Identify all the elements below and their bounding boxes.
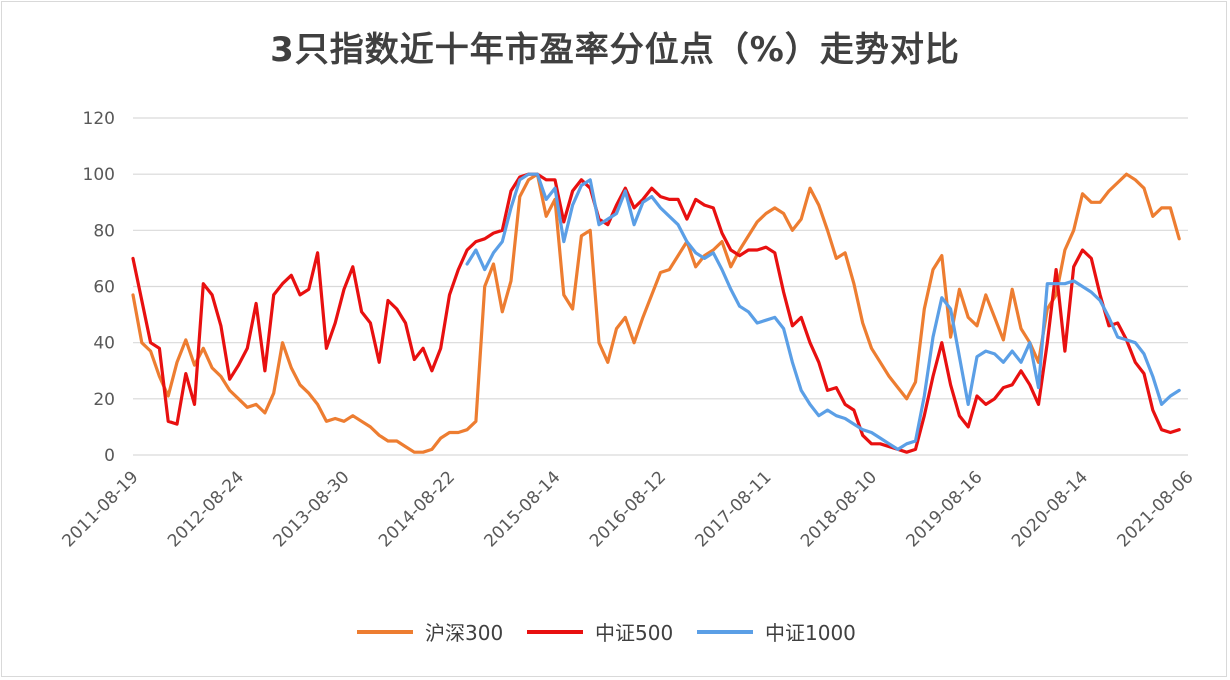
x-tick-label: 2012-08-24 — [164, 467, 248, 551]
x-tick-label: 2019-08-16 — [903, 467, 987, 551]
chart-title: 3只指数近十年市盈率分位点（%）走势对比 — [270, 30, 960, 70]
x-tick-label: 2018-08-10 — [797, 467, 881, 551]
y-axis-ticks: 0 20 40 60 80 100 120 — [83, 109, 115, 466]
legend-label: 中证500 — [595, 621, 674, 645]
y-tick-label: 40 — [93, 334, 115, 354]
x-tick-label: 2015-08-14 — [481, 467, 565, 551]
series-lines — [131, 172, 1181, 454]
series-line-2 — [465, 172, 1181, 451]
x-tick-label: 2021-08-06 — [1114, 467, 1198, 551]
y-tick-label: 80 — [93, 221, 115, 241]
y-tick-label: 100 — [83, 165, 115, 185]
x-tick-label: 2020-08-14 — [1008, 467, 1092, 551]
legend-label: 中证1000 — [765, 621, 856, 645]
series-line-1 — [131, 172, 1181, 454]
x-tick-label: 2013-08-30 — [270, 467, 354, 551]
x-tick-label: 2014-08-22 — [375, 467, 459, 551]
x-tick-label: 2011-08-19 — [59, 467, 143, 551]
x-axis-ticks: 2011-08-19 2012-08-24 2013-08-30 2014-08-22… — [59, 467, 1198, 551]
legend-item-zz500: 中证500 — [527, 617, 673, 646]
y-tick-label: 120 — [83, 109, 115, 129]
x-tick-label: 2017-08-11 — [692, 467, 776, 551]
legend: 沪深300 中证500 中证1000 — [0, 617, 1230, 647]
series-line-0 — [131, 172, 1181, 454]
x-tick-label: 2016-08-12 — [586, 467, 670, 551]
gridlines — [133, 117, 1188, 456]
y-tick-label: 20 — [93, 390, 115, 410]
y-tick-label: 0 — [104, 446, 115, 466]
legend-swatch — [357, 629, 413, 634]
y-tick-label: 60 — [93, 278, 115, 298]
legend-swatch — [697, 629, 753, 634]
legend-swatch — [527, 629, 583, 634]
legend-item-hs300: 沪深300 — [357, 617, 503, 646]
legend-label: 沪深300 — [425, 621, 504, 645]
legend-item-zz1000: 中证1000 — [697, 617, 856, 646]
